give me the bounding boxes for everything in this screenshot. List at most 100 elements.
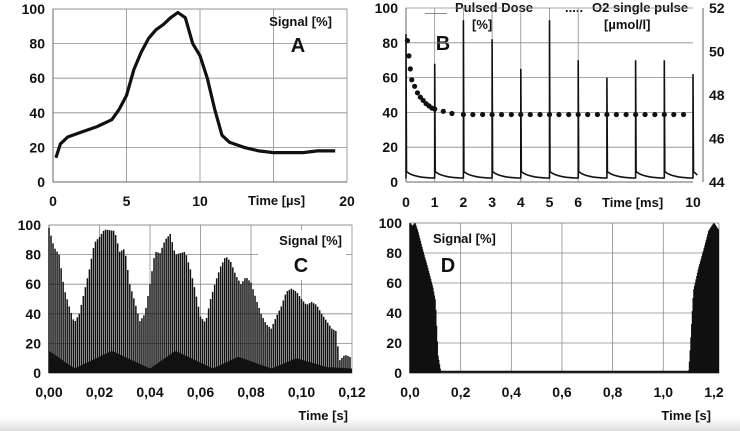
y-tick-label: 40 xyxy=(29,105,45,121)
o2-point xyxy=(575,111,581,118)
x-tick-label: 10 xyxy=(685,194,701,210)
y-tick-label: 40 xyxy=(25,306,41,322)
o2-point xyxy=(407,66,413,72)
panel-a: Time [µs] 0 20 40 60 80 100 0 5 10 20 Signal [%] A xyxy=(22,1,355,209)
y2-tick-label: 52 xyxy=(709,0,725,16)
x-tick-label: 5 xyxy=(123,193,131,209)
o2-point xyxy=(527,111,533,118)
panel-d-ylabel: Signal [%] xyxy=(433,231,496,246)
y-tick-label: 60 xyxy=(25,276,41,292)
y2-tick-label: 48 xyxy=(709,87,725,103)
y-tick-label: 0 xyxy=(394,365,402,381)
o2-point xyxy=(470,111,476,118)
x-tick-label: 0,04 xyxy=(136,384,163,400)
o2-point xyxy=(661,111,667,118)
x-tick-label: 6 xyxy=(574,194,582,210)
y-tick-label: 20 xyxy=(386,335,402,351)
o2-point xyxy=(440,108,446,114)
panel-d-letter: D xyxy=(441,255,455,277)
y2-tick-label: 46 xyxy=(709,131,725,147)
o2-point xyxy=(406,53,412,59)
panel-b: ___ Pulsed Dose [%] ..... O2 single puls… xyxy=(375,0,725,210)
o2-point xyxy=(546,111,553,118)
x-tick-label: 0,02 xyxy=(86,384,113,400)
x-tick-label: 20 xyxy=(339,193,355,209)
o2-point xyxy=(623,111,629,118)
y-tick-label: 100 xyxy=(379,215,403,231)
y-tick-label: 100 xyxy=(18,217,42,233)
o2-point xyxy=(480,111,486,118)
legend-pulsed-name: Pulsed Dose xyxy=(455,0,533,15)
panel-c-xlabel: Time [s] xyxy=(298,408,348,423)
o2-point xyxy=(652,111,658,118)
x-tick-label: 1,0 xyxy=(654,384,674,400)
x-tick-label: 5 xyxy=(546,194,554,210)
x-tick-label: 0,4 xyxy=(502,384,522,400)
legend-pulsed-marker: ___ xyxy=(424,0,447,15)
x-tick-label: 4 xyxy=(517,194,525,210)
x-tick-label: 0,6 xyxy=(552,384,572,400)
o2-point xyxy=(508,111,514,118)
o2-point xyxy=(489,111,495,118)
x-tick-label: 3 xyxy=(488,194,496,210)
y-tick-label: 80 xyxy=(29,36,45,52)
o2-point xyxy=(671,111,677,118)
o2-point xyxy=(404,38,411,44)
legend-o2-marker: ..... xyxy=(565,0,583,15)
label-backdrop xyxy=(258,230,346,280)
o2-point xyxy=(566,111,572,118)
panel-b-letter: B xyxy=(436,33,450,55)
x-tick-label: 2 xyxy=(460,194,468,210)
x-tick-label: 0,0 xyxy=(400,384,420,400)
o2-point xyxy=(537,111,543,118)
panel-c: 0 20 40 60 80 100 0,00 0,02 0,04 0,06 0,08 0,10 0,12… xyxy=(18,217,366,423)
y-tick-label: 100 xyxy=(375,0,399,16)
o2-point xyxy=(449,110,455,117)
x-tick-label: 0 xyxy=(49,193,57,209)
o2-point xyxy=(498,111,505,118)
panel-d-xlabel: Time [s] xyxy=(661,408,711,423)
y-tick-label: 40 xyxy=(382,104,398,120)
o2-point xyxy=(613,111,619,118)
y-tick-label: 100 xyxy=(22,1,46,17)
bottom-shade xyxy=(0,418,740,431)
panel-a-ylabel: Signal [%] xyxy=(269,14,332,29)
o2-point xyxy=(585,111,591,118)
panel-d: 0 20 40 60 80 100 0,0 0,2 0,4 0,6 0,8 1,0 1,2 Signal … xyxy=(379,215,724,423)
y-tick-label: 0 xyxy=(37,174,45,190)
y-tick-label: 60 xyxy=(386,275,402,291)
y2-tick-label: 50 xyxy=(709,44,725,60)
x-tick-label: 1 xyxy=(431,194,439,210)
o2-point xyxy=(642,111,648,118)
x-tick-label: 0,2 xyxy=(451,384,471,400)
y-tick-label: 20 xyxy=(25,335,41,351)
o2-point xyxy=(604,111,610,118)
o2-point xyxy=(594,111,601,118)
o2-point xyxy=(414,90,421,96)
y-tick-label: 20 xyxy=(382,139,398,155)
y-tick-label: 80 xyxy=(25,247,41,263)
o2-point xyxy=(460,111,466,118)
y-tick-label: 80 xyxy=(382,35,398,51)
x-tick-label: 0,00 xyxy=(35,384,62,400)
y-tick-label: 60 xyxy=(382,70,398,86)
signal-base-band xyxy=(49,350,352,373)
panel-c-letter: C xyxy=(294,255,308,277)
y-tick-label: 0 xyxy=(33,365,41,381)
o2-point xyxy=(518,111,524,118)
x-tick-label: 0,06 xyxy=(187,384,214,400)
o2-point xyxy=(409,77,415,83)
y-tick-label: 40 xyxy=(386,305,402,321)
x-tick-label: 10 xyxy=(192,193,208,209)
legend-pulsed-unit: [%] xyxy=(472,17,492,32)
panel-c-ylabel: Signal [%] xyxy=(279,233,342,248)
o2-point xyxy=(680,111,687,118)
y-tick-label: 20 xyxy=(29,139,45,155)
y-tick-label: 80 xyxy=(386,245,402,261)
pulsed-dose-line xyxy=(405,20,698,179)
x-tick-label: 0,08 xyxy=(237,384,264,400)
x-tick-label: 0,8 xyxy=(603,384,623,400)
o2-point xyxy=(556,111,562,118)
panel-a-xlabel: Time [µs] xyxy=(248,193,305,208)
